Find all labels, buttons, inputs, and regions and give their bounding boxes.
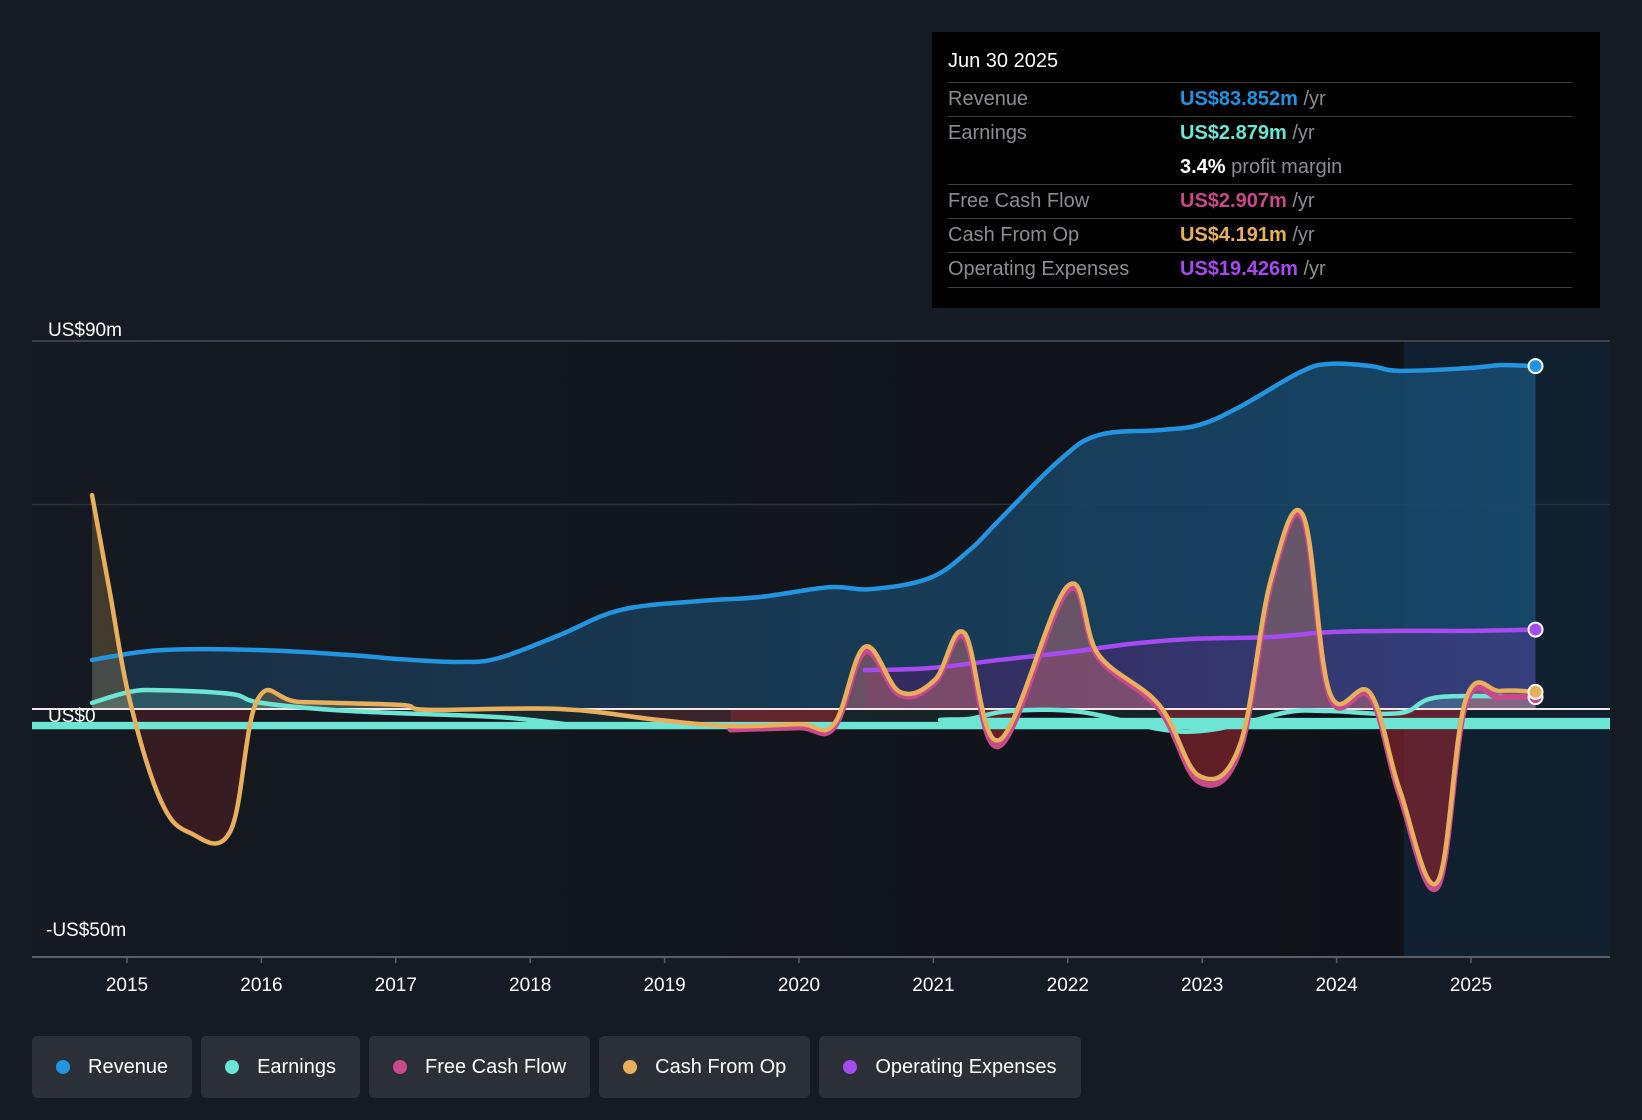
tooltip-profit-margin: 3.4% profit margin <box>1180 156 1342 179</box>
tooltip-row-earnings: Earnings US$2.879m /yr 3.4% profit margi… <box>948 116 1572 185</box>
tooltip-label: Free Cash Flow <box>948 190 1090 212</box>
value-text: 3.4% <box>1180 156 1226 178</box>
y-tick-label-top: US$90m <box>48 320 122 341</box>
tooltip-value-cfo: US$4.191m /yr <box>1180 224 1315 247</box>
x-tick-label: 2015 <box>106 975 148 996</box>
tooltip-row-opex: Operating Expenses US$19.426m /yr <box>948 252 1572 288</box>
x-tick-label: 2025 <box>1450 975 1492 996</box>
legend-item-earnings[interactable]: Earnings <box>201 1036 360 1098</box>
tooltip-value-opex: US$19.426m /yr <box>1180 258 1326 281</box>
legend-label: Operating Expenses <box>875 1055 1057 1078</box>
x-tick-label: 2016 <box>240 975 282 996</box>
tooltip-row-fcf: Free Cash Flow US$2.907m /yr <box>948 184 1572 219</box>
x-tick-label: 2024 <box>1315 975 1358 996</box>
x-tick-label: 2020 <box>778 975 820 996</box>
y-tick-label-bottom: -US$50m <box>46 920 127 941</box>
cash-from-op-line <box>89 492 1538 887</box>
legend-item-cash-from-op[interactable]: Cash From Op <box>599 1036 811 1098</box>
x-tick-label: 2018 <box>509 975 551 996</box>
legend-item-free-cash-flow[interactable]: Free Cash Flow <box>369 1036 591 1098</box>
legend-item-revenue[interactable]: Revenue <box>32 1036 193 1098</box>
tooltip-row-cfo: Cash From Op US$4.191m /yr <box>948 218 1572 253</box>
unit-text: /yr <box>1292 190 1315 212</box>
x-tick-label: 2021 <box>912 975 954 996</box>
x-tick-label: 2017 <box>375 975 417 996</box>
value-text: US$4.191m <box>1180 224 1287 246</box>
tooltip-label: Earnings <box>948 122 1027 144</box>
tooltip-date: Jun 30 2025 <box>948 50 1059 72</box>
revenue-area-positive <box>92 363 1536 709</box>
tooltip-label: Cash From Op <box>948 224 1080 246</box>
tooltip-label: Operating Expenses <box>948 258 1130 280</box>
y-tick-label-zero: US$0 <box>48 706 96 727</box>
operating-expenses-endpoint-marker <box>1527 621 1544 638</box>
legend-item-operating-expenses[interactable]: Operating Expenses <box>819 1036 1081 1098</box>
legend-dot-icon <box>623 1060 638 1074</box>
x-tick-label: 2022 <box>1047 975 1089 996</box>
tooltip-panel: Jun 30 2025 Revenue US$83.852m /yr Earni… <box>932 32 1600 308</box>
cash-from-op-endpoint-marker <box>1527 683 1544 700</box>
legend-dot-icon <box>225 1060 240 1074</box>
x-tick-label: 2023 <box>1181 975 1223 996</box>
tooltip-label: Revenue <box>948 88 1029 110</box>
chart-canvas: 2015 2016 2017 2018 2019 2020 2021 2022 2023 2024… <box>32 340 1610 996</box>
legend-label: Earnings <box>257 1055 336 1078</box>
legend-label: Revenue <box>88 1055 169 1078</box>
value-text: US$83.852m <box>1180 88 1298 110</box>
value-text: US$2.907m <box>1180 190 1287 212</box>
tooltip-row-revenue: Revenue US$83.852m /yr <box>948 82 1572 117</box>
unit-text: /yr <box>1292 224 1315 246</box>
revenue-line <box>89 361 1538 665</box>
legend: Revenue Earnings Free Cash Flow Cash Fro… <box>32 1036 1081 1098</box>
legend-dot-icon <box>843 1060 858 1074</box>
x-tick-label: 2019 <box>643 975 685 996</box>
unit-text: /yr <box>1303 88 1326 110</box>
legend-dot-icon <box>56 1060 70 1074</box>
tooltip-value-earnings: US$2.879m /yr <box>1180 122 1315 145</box>
unit-text: profit margin <box>1231 156 1343 178</box>
revenue-endpoint-marker <box>1527 358 1544 375</box>
unit-text: /yr <box>1292 122 1315 144</box>
unit-text: /yr <box>1303 258 1326 280</box>
value-text: US$19.426m <box>1180 258 1298 280</box>
legend-label: Free Cash Flow <box>425 1055 567 1078</box>
tooltip-value-fcf: US$2.907m /yr <box>1180 190 1315 213</box>
value-text: US$2.879m <box>1180 122 1287 144</box>
tooltip-value-revenue: US$83.852m /yr <box>1180 88 1326 111</box>
legend-label: Cash From Op <box>655 1055 787 1078</box>
legend-dot-icon <box>393 1060 407 1074</box>
